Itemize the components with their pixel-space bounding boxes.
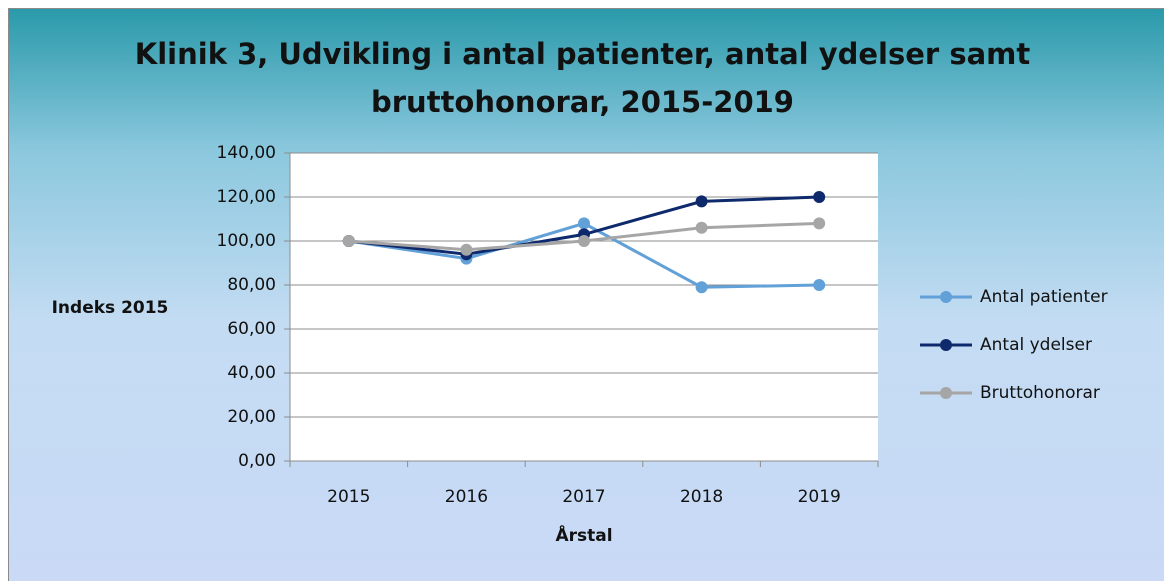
legend-label: Bruttohonorar	[980, 383, 1100, 403]
chart-title: Klinik 3, Udvikling i antal patienter, a…	[134, 37, 1031, 119]
data-point	[695, 221, 708, 234]
x-tick-label: 2018	[680, 487, 723, 507]
plot-area	[290, 153, 878, 461]
data-point	[342, 235, 355, 247]
y-tick-label: 40,00	[227, 363, 276, 383]
y-tick-label: 60,00	[227, 319, 276, 339]
data-point	[460, 243, 473, 256]
data-point	[813, 279, 826, 291]
legend-marker	[940, 339, 952, 351]
x-tick-label: 2016	[445, 487, 488, 507]
data-point	[813, 191, 826, 203]
legend-marker	[940, 387, 952, 399]
y-tick-label: 140,00	[217, 143, 276, 163]
y-tick-label: 80,00	[227, 275, 276, 295]
x-axis-label: Årstal	[555, 523, 612, 546]
x-tick-label: 2015	[327, 487, 370, 507]
y-axis-label: Indeks 2015	[52, 298, 169, 318]
data-point	[578, 235, 590, 247]
data-point	[695, 281, 708, 294]
data-point	[813, 217, 826, 230]
legend-label: Antal ydelser	[980, 335, 1092, 355]
y-tick-label: 0,00	[238, 451, 276, 471]
legend-label: Antal patienter	[980, 287, 1108, 307]
data-point	[578, 217, 590, 230]
x-tick-label: 2019	[798, 487, 841, 507]
legend-marker	[940, 291, 952, 303]
y-tick-label: 20,00	[227, 407, 276, 427]
y-tick-label: 120,00	[217, 187, 276, 207]
y-tick-label: 100,00	[217, 231, 276, 251]
data-point	[695, 195, 708, 208]
x-tick-label: 2017	[562, 487, 605, 507]
